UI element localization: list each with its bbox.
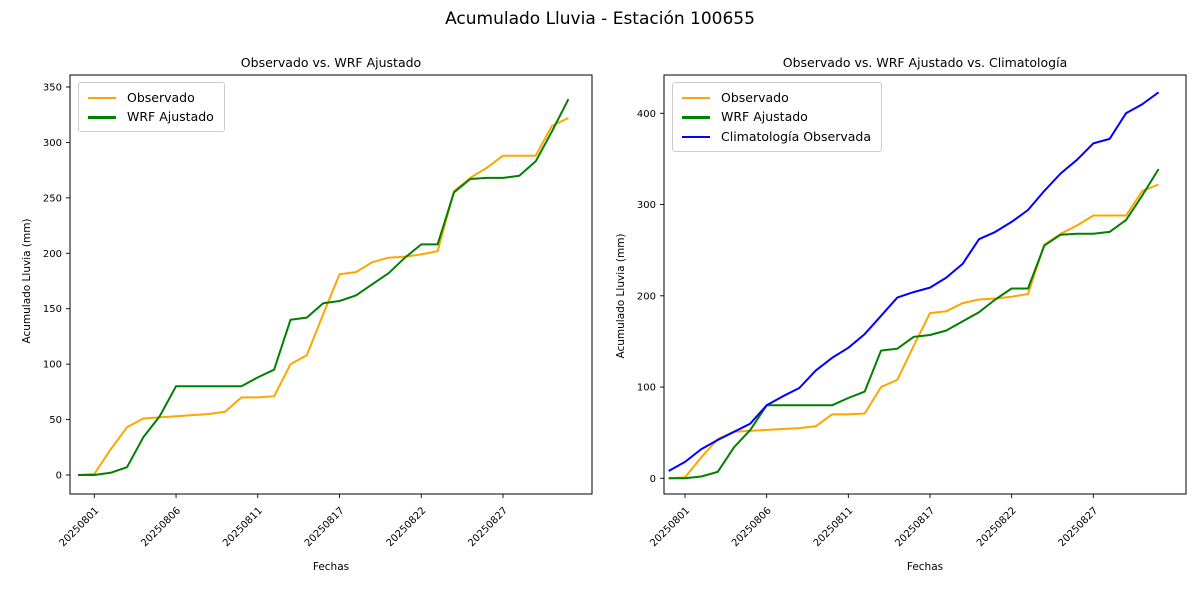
legend-line-wrf-ajustado-icon — [88, 116, 116, 119]
x-axis-label-left: Fechas — [312, 561, 350, 573]
x-tick-label: 20250822 — [385, 505, 429, 549]
y-tick-label: 400 — [637, 109, 656, 120]
x-axis-label-right: Fechas — [906, 561, 944, 573]
left-chart-title: Observado vs. WRF Ajustado — [240, 55, 422, 70]
y-tick-label: 0 — [650, 474, 656, 485]
legend-item-climatologia: Climatología Observada — [682, 127, 871, 147]
y-axis-label-left: Acumulado Lluvia (mm) — [21, 218, 33, 344]
legend-line-observado-icon — [88, 96, 116, 99]
x-tick-label: 20250827 — [466, 505, 510, 549]
legend-label-wrf-ajustado: WRF Ajustado — [127, 109, 214, 124]
y-tick-label: 200 — [637, 291, 656, 302]
y-axis-label-right: Acumulado Lluvia (mm) — [615, 233, 627, 359]
y-tick-label: 300 — [637, 200, 656, 211]
legend-line-observado-icon — [682, 96, 710, 99]
x-tick-label: 20250817 — [893, 505, 937, 549]
x-tick-label: 20250801 — [58, 505, 102, 549]
x-tick-label: 20250811 — [812, 505, 856, 549]
legend-label-wrf-ajustado: WRF Ajustado — [721, 109, 808, 124]
figure-title: Acumulado Lluvia - Estación 100655 — [445, 9, 755, 29]
x-tick-label: 20250827 — [1057, 505, 1101, 549]
legend-line-wrf-ajustado-icon — [682, 116, 710, 119]
legend-label-climatologia: Climatología Observada — [721, 128, 871, 144]
legend-item-observado: Observado — [682, 88, 871, 108]
x-tick-label: 20250806 — [139, 505, 183, 549]
legend-item-wrf-ajustado: WRF Ajustado — [682, 108, 871, 128]
y-tick-label: 200 — [43, 249, 62, 260]
legend-label-observado: Observado — [721, 89, 789, 105]
y-tick-label: 50 — [49, 415, 62, 426]
series-line-observado — [668, 183, 1159, 480]
legend-left-chart: Observado WRF Ajustado — [78, 82, 225, 132]
x-tick-label: 20250811 — [221, 505, 265, 549]
x-tick-label: 20250817 — [303, 505, 347, 549]
y-tick-label: 250 — [43, 193, 62, 204]
legend-item-wrf-ajustado: WRF Ajustado — [88, 108, 214, 128]
legend-item-observado: Observado — [88, 88, 214, 108]
x-tick-label: 20250822 — [975, 505, 1019, 549]
y-tick-label: 350 — [43, 83, 62, 94]
y-tick-label: 100 — [43, 360, 62, 371]
series-line-climatolog-a-observada — [668, 91, 1160, 472]
legend-right-chart: Observado WRF Ajustado Climatología Obse… — [672, 82, 882, 152]
series-line-wrf-ajustado — [78, 98, 570, 476]
legend-line-climatologia-icon — [682, 135, 710, 138]
y-tick-label: 100 — [637, 383, 656, 394]
legend-label-observado: Observado — [127, 89, 195, 105]
series-line-wrf-ajustado — [668, 168, 1160, 480]
y-tick-label: 0 — [56, 471, 62, 482]
y-tick-label: 150 — [43, 304, 62, 315]
axes-frame — [663, 74, 1187, 495]
x-tick-label: 20250801 — [648, 505, 692, 549]
series-line-observado — [77, 117, 569, 476]
axes-frame — [69, 74, 593, 495]
right-chart-title: Observado vs. WRF Ajustado vs. Climatolo… — [782, 55, 1068, 70]
x-tick-label: 20250806 — [730, 505, 774, 549]
y-tick-label: 300 — [43, 138, 62, 149]
